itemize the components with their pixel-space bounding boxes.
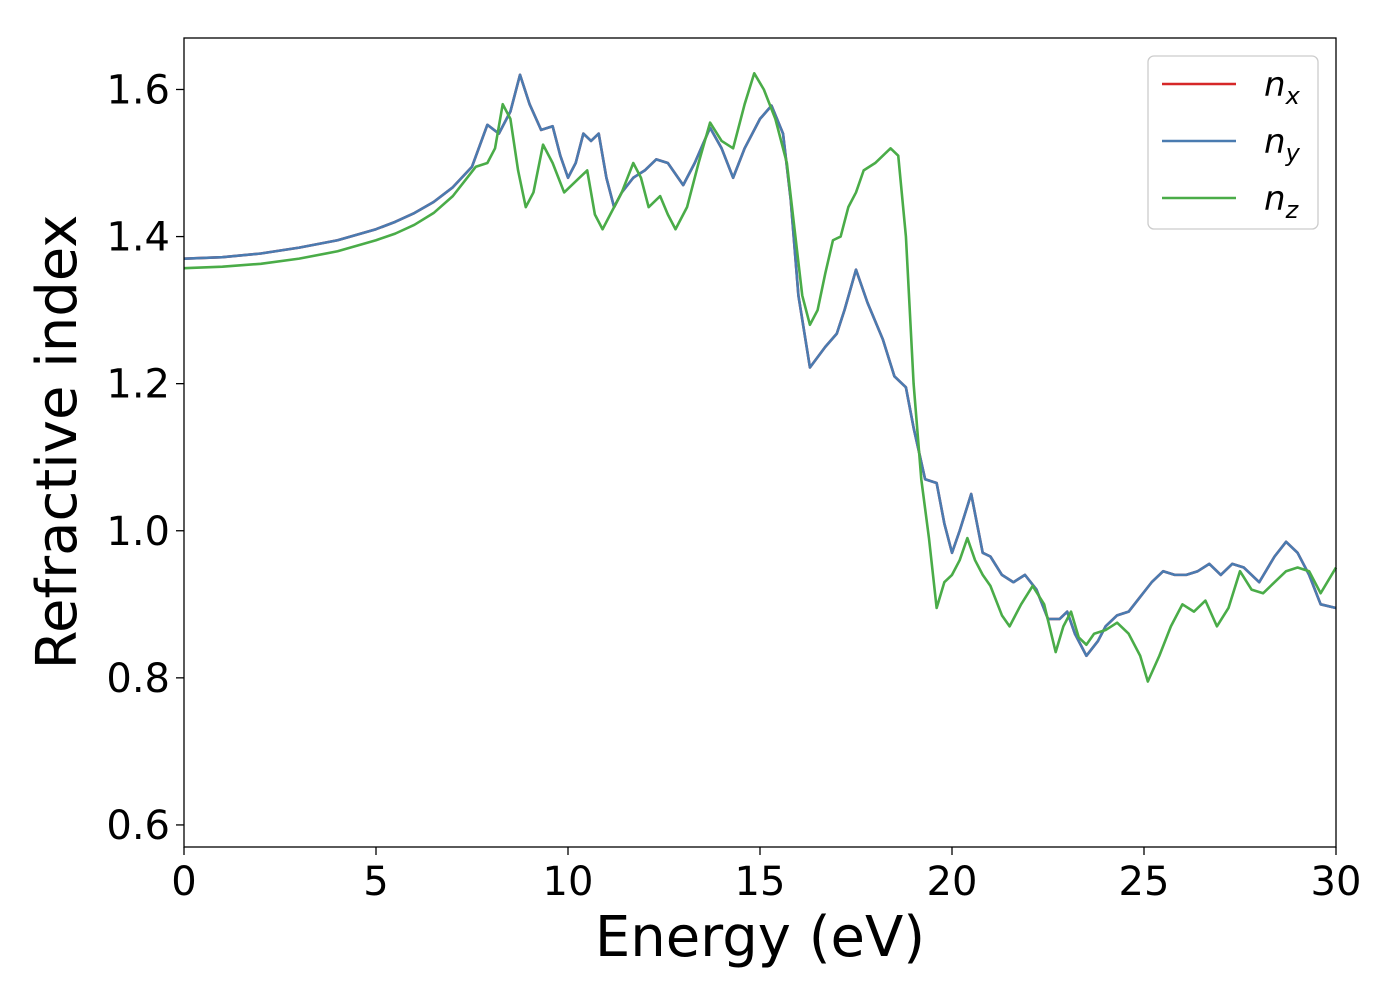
- x-axis-ticks: 0 5 10 15 20 25 30: [171, 847, 1361, 905]
- series-line-ny: [183, 73, 1337, 658]
- y-tick-label: 1.0: [106, 509, 170, 555]
- legend-entries: nx ny nz: [1162, 65, 1301, 224]
- y-tick-label: 0.8: [106, 656, 170, 702]
- x-tick-label: 5: [363, 859, 388, 905]
- y-tick-label: 1.2: [106, 362, 170, 408]
- legend-box: [1147, 55, 1319, 230]
- legend-label-nz: nz: [1264, 179, 1300, 224]
- plot-frame: [183, 37, 1337, 848]
- y-tick-label: 0.6: [106, 803, 170, 849]
- x-tick-label: 30: [1311, 859, 1362, 905]
- legend-label-ny: ny: [1264, 122, 1301, 167]
- series-line-nz: [183, 72, 1338, 683]
- y-axis-title: Refractive index: [25, 215, 90, 670]
- y-axis-ticks: 0.6 0.8 1.0 1.2 1.4 1.6: [106, 67, 184, 849]
- y-tick-label: 1.6: [106, 67, 170, 113]
- series-layer: [183, 72, 1338, 683]
- x-tick-label: 20: [927, 859, 978, 905]
- x-tick-label: 0: [171, 859, 196, 905]
- x-tick-label: 25: [1119, 859, 1170, 905]
- y-tick-label: 1.4: [106, 215, 170, 261]
- plot-background: [184, 38, 1336, 847]
- x-tick-label: 10: [543, 859, 594, 905]
- legend-label-nx: nx: [1264, 65, 1301, 110]
- x-axis-title: Energy (eV): [595, 905, 925, 970]
- x-tick-label: 15: [735, 859, 786, 905]
- legend: nx ny nz: [1147, 55, 1319, 230]
